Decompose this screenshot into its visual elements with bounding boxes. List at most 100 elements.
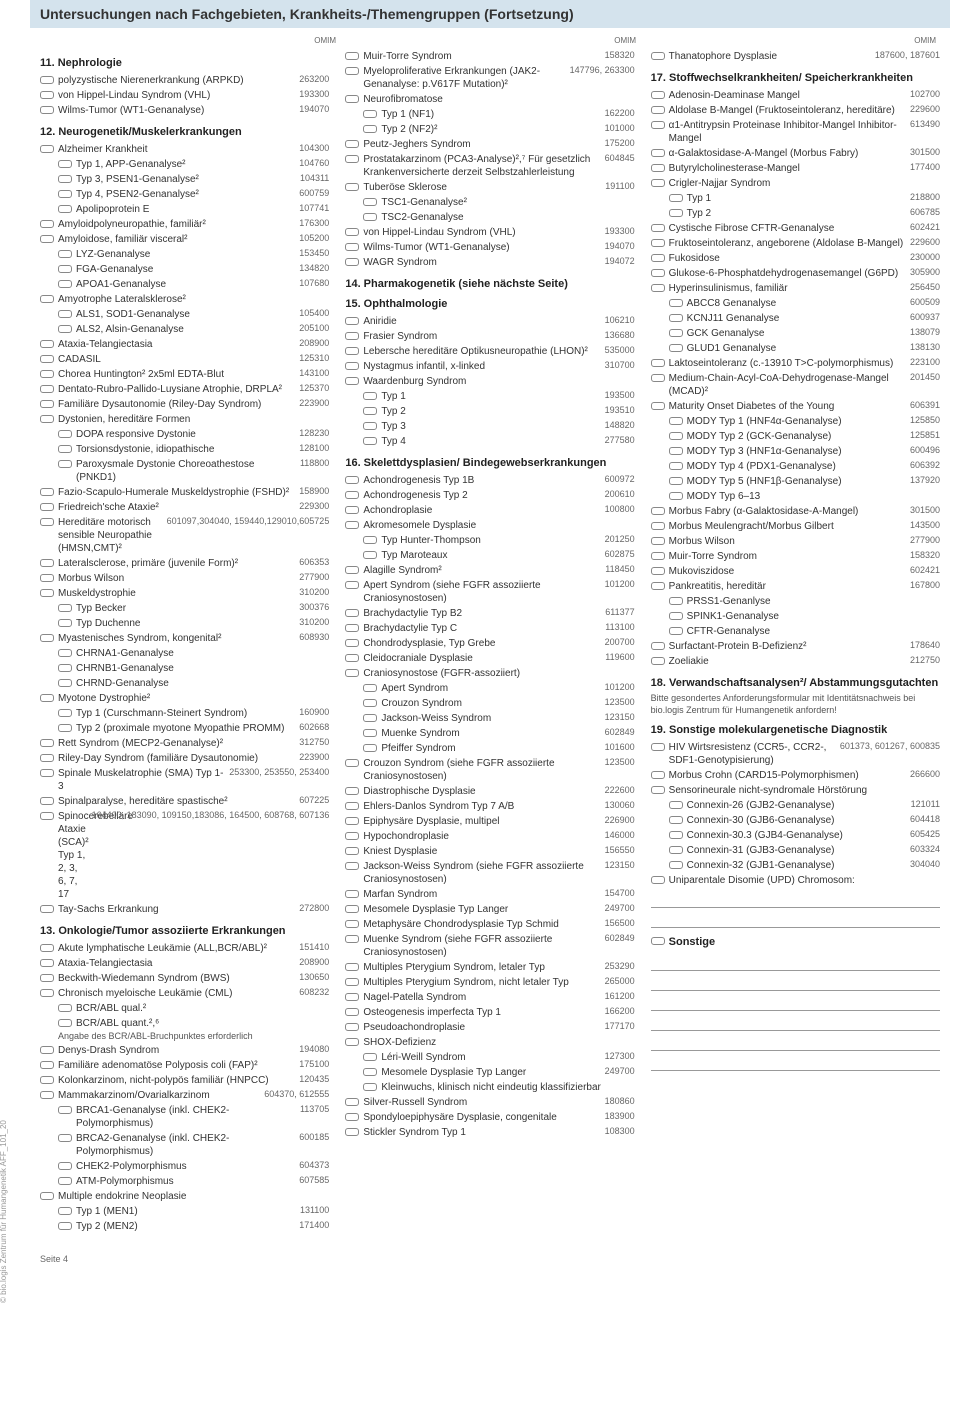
checkbox[interactable] <box>345 362 359 370</box>
checkbox[interactable] <box>345 609 359 617</box>
checkbox[interactable] <box>345 377 359 385</box>
checkbox[interactable] <box>345 654 359 662</box>
checkbox[interactable] <box>345 905 359 913</box>
checkbox[interactable] <box>40 1061 54 1069</box>
checkbox[interactable] <box>40 400 54 408</box>
checkbox[interactable] <box>345 624 359 632</box>
checkbox[interactable] <box>345 787 359 795</box>
checkbox[interactable] <box>345 847 359 855</box>
checkbox[interactable] <box>58 1222 72 1230</box>
checkbox[interactable] <box>345 317 359 325</box>
checkbox[interactable] <box>58 430 72 438</box>
checkbox[interactable] <box>345 52 359 60</box>
checkbox[interactable] <box>40 634 54 642</box>
checkbox[interactable] <box>651 786 665 794</box>
checkbox[interactable] <box>345 639 359 647</box>
checkbox[interactable] <box>58 1004 72 1012</box>
checkbox[interactable] <box>651 359 665 367</box>
checkbox[interactable] <box>345 920 359 928</box>
checkbox[interactable] <box>345 67 359 75</box>
checkbox[interactable] <box>651 743 665 751</box>
checkbox[interactable] <box>669 447 683 455</box>
checkbox[interactable] <box>651 149 665 157</box>
checkbox[interactable] <box>40 944 54 952</box>
checkbox[interactable] <box>345 669 359 677</box>
checkbox[interactable] <box>40 974 54 982</box>
checkbox[interactable] <box>58 1134 72 1142</box>
checkbox[interactable] <box>363 536 377 544</box>
checkbox[interactable] <box>40 812 54 820</box>
checkbox[interactable] <box>40 518 54 526</box>
checkbox[interactable] <box>651 552 665 560</box>
checkbox[interactable] <box>345 890 359 898</box>
checkbox[interactable] <box>651 284 665 292</box>
checkbox[interactable] <box>58 160 72 168</box>
checkbox[interactable] <box>669 612 683 620</box>
checkbox[interactable] <box>58 460 72 468</box>
checkbox[interactable] <box>345 978 359 986</box>
checkbox[interactable] <box>40 1192 54 1200</box>
blank-line[interactable] <box>651 894 940 908</box>
checkbox[interactable] <box>651 507 665 515</box>
checkbox[interactable] <box>40 905 54 913</box>
checkbox[interactable] <box>40 739 54 747</box>
checkbox[interactable] <box>58 205 72 213</box>
checkbox[interactable] <box>345 183 359 191</box>
checkbox[interactable] <box>40 355 54 363</box>
checkbox[interactable] <box>651 537 665 545</box>
checkbox[interactable] <box>40 415 54 423</box>
checkbox[interactable] <box>40 488 54 496</box>
checkbox[interactable] <box>669 492 683 500</box>
checkbox[interactable] <box>363 729 377 737</box>
checkbox[interactable] <box>40 574 54 582</box>
checkbox[interactable] <box>651 91 665 99</box>
checkbox[interactable] <box>363 213 377 221</box>
checkbox[interactable] <box>58 1106 72 1114</box>
checkbox[interactable] <box>40 385 54 393</box>
checkbox[interactable] <box>651 876 665 884</box>
checkbox[interactable] <box>40 235 54 243</box>
checkbox[interactable] <box>40 76 54 84</box>
checkbox[interactable] <box>40 340 54 348</box>
checkbox[interactable] <box>58 724 72 732</box>
blank-line[interactable] <box>651 914 940 928</box>
checkbox[interactable] <box>58 310 72 318</box>
checkbox[interactable] <box>345 817 359 825</box>
checkbox[interactable] <box>40 145 54 153</box>
checkbox[interactable] <box>58 1207 72 1215</box>
checkbox[interactable] <box>40 91 54 99</box>
checkbox[interactable] <box>345 476 359 484</box>
blank-line[interactable] <box>651 977 940 991</box>
checkbox[interactable] <box>669 627 683 635</box>
blank-line[interactable] <box>651 997 940 1011</box>
checkbox[interactable] <box>345 832 359 840</box>
checkbox[interactable] <box>651 582 665 590</box>
checkbox[interactable] <box>345 1098 359 1106</box>
checkbox[interactable] <box>58 1177 72 1185</box>
checkbox[interactable] <box>345 1008 359 1016</box>
checkbox[interactable] <box>651 771 665 779</box>
checkbox[interactable] <box>363 699 377 707</box>
checkbox[interactable] <box>58 1019 72 1027</box>
checkbox[interactable] <box>669 194 683 202</box>
checkbox[interactable] <box>345 140 359 148</box>
checkbox[interactable] <box>58 664 72 672</box>
checkbox[interactable] <box>40 769 54 777</box>
checkbox[interactable] <box>651 937 665 945</box>
checkbox[interactable] <box>669 462 683 470</box>
checkbox[interactable] <box>669 329 683 337</box>
blank-line[interactable] <box>651 1037 940 1051</box>
checkbox[interactable] <box>669 299 683 307</box>
checkbox[interactable] <box>651 52 665 60</box>
blank-line[interactable] <box>651 957 940 971</box>
checkbox[interactable] <box>363 437 377 445</box>
checkbox[interactable] <box>58 250 72 258</box>
checkbox[interactable] <box>363 110 377 118</box>
checkbox[interactable] <box>669 314 683 322</box>
checkbox[interactable] <box>58 679 72 687</box>
checkbox[interactable] <box>363 714 377 722</box>
checkbox[interactable] <box>651 657 665 665</box>
checkbox[interactable] <box>669 861 683 869</box>
checkbox[interactable] <box>345 581 359 589</box>
checkbox[interactable] <box>651 642 665 650</box>
